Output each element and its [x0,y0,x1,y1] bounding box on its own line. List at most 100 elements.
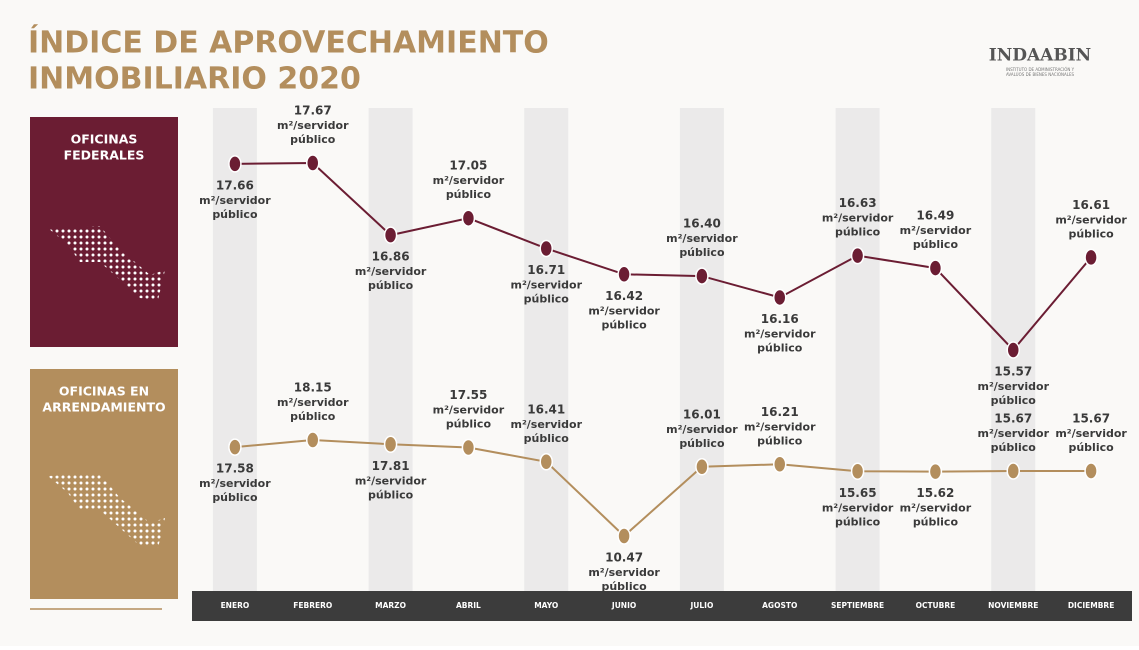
data-point [1084,248,1098,267]
value-label: 16.71 [527,263,565,277]
value-unit: público [601,580,647,593]
series-line [234,438,1092,538]
value-label: 17.67 [294,104,332,118]
value-unit: público [913,238,959,251]
x-tick-label: DICIEMBRE [1068,601,1115,610]
value-unit: m²/servidor [588,304,660,317]
series-line [234,161,1092,352]
value-unit: m²/servidor [433,404,505,417]
column-stripe [368,108,413,591]
data-point [773,455,787,473]
data-point [228,155,242,173]
value-unit: m²/servidor [977,380,1049,393]
value-label: 16.61 [1072,198,1110,212]
data-point [228,438,242,456]
value-unit: público [991,394,1037,407]
value-unit: público [368,279,414,292]
value-unit: m²/servidor [199,194,271,207]
data-point [695,458,709,476]
value-unit: público [679,246,725,259]
data-point [617,527,631,545]
x-tick-label: FEBRERO [293,601,332,610]
value-unit: m²/servidor [900,502,972,515]
x-tick-label: MARZO [375,601,406,610]
value-label: 15.62 [916,486,954,500]
value-label: 17.05 [449,159,487,173]
value-label: 16.42 [605,289,643,303]
data-point [850,246,865,265]
value-unit: m²/servidor [588,566,660,579]
value-unit: público [368,488,414,501]
value-unit: m²/servidor [277,396,349,409]
map-icon [48,474,165,548]
value-unit: público [679,437,725,450]
x-tick-label: OCTUBRE [916,601,956,610]
data-point [461,209,476,227]
value-unit: público [601,318,647,331]
value-label: 17.58 [216,462,254,476]
x-tick-label: ENERO [221,601,250,610]
value-unit: público [524,432,570,445]
column-stripes [212,108,1036,591]
logo-subtitle: INSTITUTO DE ADMINISTRACIÓN Y [1006,67,1075,72]
data-point [461,438,476,457]
value-unit: m²/servidor [355,474,427,487]
value-label: 16.40 [683,217,721,231]
value-label: 15.57 [994,365,1032,379]
data-point [617,265,631,284]
data-point [1006,462,1020,480]
value-unit: m²/servidor [277,119,349,132]
value-unit: m²/servidor [510,278,582,291]
value-label: 16.41 [527,402,565,416]
legend-label: OFICINAS EN [59,384,149,399]
value-label: 17.66 [216,178,254,192]
value-unit: m²/servidor [433,174,505,187]
chart-title: ÍNDICE DE APROVECHAMIENTO [28,25,549,61]
value-label: 18.15 [294,381,332,395]
value-unit: m²/servidor [510,418,582,431]
column-stripe [679,108,724,591]
value-unit: público [290,410,336,423]
value-unit: público [757,341,803,354]
value-unit: m²/servidor [1055,427,1127,440]
chart-title: INMOBILIARIO 2020 [28,62,361,97]
x-tick-label: MAYO [534,601,558,610]
value-unit: m²/servidor [822,212,894,225]
value-unit: m²/servidor [355,265,427,278]
value-label: 16.63 [839,196,877,210]
legend-label: OFICINAS [71,132,138,147]
value-label: 16.49 [916,209,954,223]
value-label: 16.21 [761,405,799,419]
logo-name: INDAABIN [989,46,1091,66]
value-unit: público [1068,227,1114,240]
value-label: 15.67 [994,412,1032,426]
data-point [695,267,709,285]
value-unit: m²/servidor [666,423,738,436]
value-unit: m²/servidor [822,501,894,514]
value-unit: m²/servidor [1055,213,1127,226]
x-tick-label: NOVIEMBRE [988,601,1038,610]
value-unit: público [1068,441,1114,454]
value-label: 16.86 [372,250,410,264]
x-tick-label: JULIO [690,601,714,610]
map-icon [48,226,165,300]
value-label: 15.65 [839,486,877,500]
data-point [539,239,553,258]
value-label: 15.67 [1072,412,1110,426]
data-point [1006,341,1020,359]
x-tick-label: ABRIL [456,601,481,610]
month-bar [192,591,1132,621]
data-point [383,226,398,244]
value-unit: m²/servidor [666,232,738,245]
value-unit: público [757,434,803,447]
value-label: 16.01 [683,407,721,421]
x-tick-label: AGOSTO [762,601,797,610]
value-unit: público [991,441,1037,454]
data-point [928,462,943,481]
data-point [1084,462,1098,480]
data-point [850,462,865,480]
value-unit: público [835,226,881,239]
value-label: 16.16 [761,312,799,326]
